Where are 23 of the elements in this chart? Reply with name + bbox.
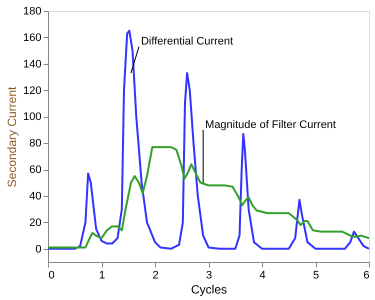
y-tick-label: 160 bbox=[23, 32, 42, 44]
y-tick-label: 0 bbox=[35, 243, 42, 256]
y-axis-title: Secondary Current bbox=[5, 86, 20, 188]
y-tick-label: 140 bbox=[23, 58, 42, 70]
y-tick-label: 80 bbox=[29, 138, 42, 150]
y-tick-label: 40 bbox=[29, 190, 42, 202]
y-tick-label: 120 bbox=[23, 84, 42, 97]
x-tick-label: 5 bbox=[312, 270, 320, 282]
x-tick-label: 0 bbox=[48, 270, 55, 282]
x-tick-label: 6 bbox=[363, 270, 370, 282]
y-tick-label: 60 bbox=[29, 164, 42, 176]
line-series bbox=[47, 30, 370, 250]
annotation: Differential Current bbox=[140, 36, 234, 48]
y-tick-label: 100 bbox=[23, 111, 42, 124]
x-tick-label: 4 bbox=[259, 270, 266, 282]
x-axis-title: Cycles bbox=[190, 282, 228, 296]
y-tick-label: 20 bbox=[29, 216, 42, 229]
line-series bbox=[47, 146, 370, 248]
annotation: Magnitude of Filter Current bbox=[205, 118, 336, 131]
x-tick-label: 1 bbox=[98, 270, 106, 282]
x-tick-label: 2 bbox=[152, 270, 159, 282]
x-tick-label: 3 bbox=[206, 270, 212, 282]
y-tick-label: 180 bbox=[23, 6, 42, 18]
